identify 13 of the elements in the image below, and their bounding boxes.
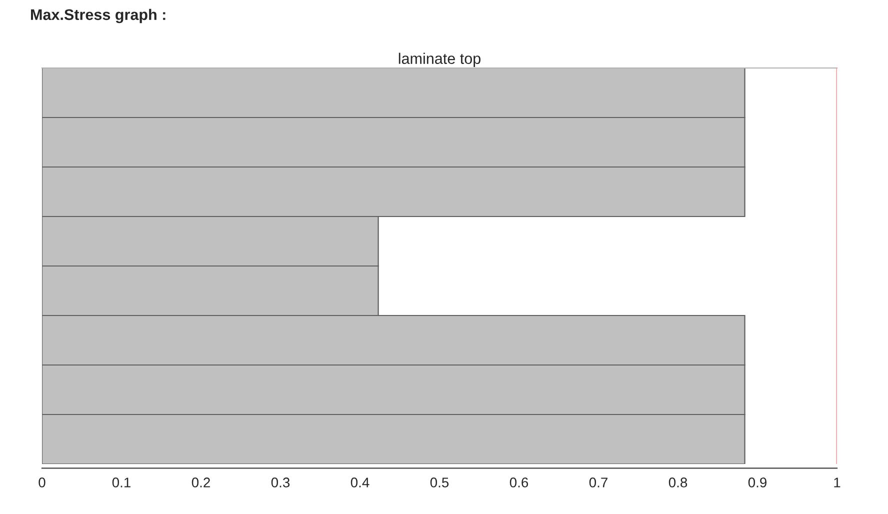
x-tick-label: 0.9 xyxy=(748,478,766,488)
x-tick-label: 0.3 xyxy=(271,478,290,488)
x-tick-label: 0.1 xyxy=(112,478,130,488)
x-tick-label: 0.4 xyxy=(350,478,370,488)
x-tick-label: 0.6 xyxy=(510,478,528,488)
chart-subtitle: laminate top xyxy=(398,52,480,68)
chart-title: Max.Stress graph : xyxy=(31,8,166,24)
x-tick-label: 0.2 xyxy=(192,478,210,488)
x-tick-label: 1 xyxy=(834,478,840,488)
x-tick-label: 0 xyxy=(38,478,46,488)
x-tick-label: 0.7 xyxy=(589,478,608,488)
x-tick-label: 0.5 xyxy=(430,478,449,488)
x-tick-label: 0.8 xyxy=(668,478,688,488)
